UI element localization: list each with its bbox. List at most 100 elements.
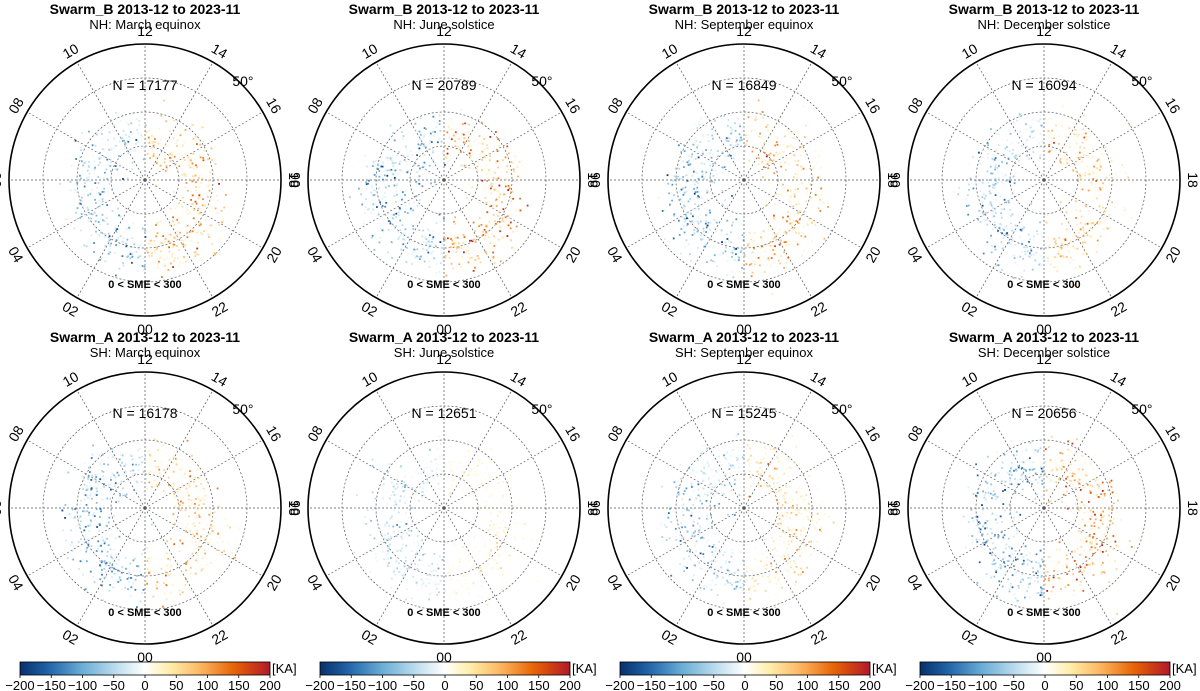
scatter-point xyxy=(76,207,79,209)
scatter-point xyxy=(727,581,729,584)
scatter-point xyxy=(457,579,460,582)
scatter-point xyxy=(811,221,813,224)
scatter-point xyxy=(693,485,695,488)
scatter-point xyxy=(1028,233,1030,236)
mlt-spoke xyxy=(144,179,214,298)
scatter-point xyxy=(505,493,507,496)
scatter-point xyxy=(485,224,488,226)
scatter-point xyxy=(174,505,177,508)
scatter-point xyxy=(743,572,746,575)
scatter-point xyxy=(370,550,373,552)
scatter-point xyxy=(981,211,984,214)
scatter-point xyxy=(199,499,202,502)
scatter-point xyxy=(697,190,700,193)
scatter-point xyxy=(392,214,395,216)
scatter-point xyxy=(435,588,438,590)
scatter-point xyxy=(1050,132,1053,135)
scatter-point xyxy=(800,182,803,184)
scatter-point xyxy=(1054,239,1057,242)
scatter-point xyxy=(733,581,735,584)
scatter-point xyxy=(392,162,394,164)
scatter-point xyxy=(999,515,1002,518)
scatter-point xyxy=(86,169,89,172)
scatter-point xyxy=(422,222,425,224)
scatter-point xyxy=(462,465,465,468)
scatter-point xyxy=(381,165,384,168)
scatter-point xyxy=(404,489,407,492)
scatter-point xyxy=(435,467,438,470)
scatter-point xyxy=(478,217,481,219)
scatter-point xyxy=(502,554,504,556)
scatter-point xyxy=(413,254,416,257)
scatter-point xyxy=(483,138,486,140)
scatter-point xyxy=(74,139,77,142)
scatter-point xyxy=(817,154,820,157)
scatter-point xyxy=(996,148,998,150)
scatter-point xyxy=(807,503,810,505)
scatter-point xyxy=(422,240,425,243)
mlt-tick-label: 12 xyxy=(736,23,752,39)
scatter-point xyxy=(142,158,145,161)
scatter-point xyxy=(1060,151,1063,153)
scatter-point xyxy=(730,121,733,123)
scatter-point xyxy=(1016,456,1018,459)
scatter-point xyxy=(181,223,184,225)
scatter-point xyxy=(491,185,493,188)
scatter-point xyxy=(104,171,106,174)
scatter-point xyxy=(99,564,101,567)
scatter-point xyxy=(737,236,740,239)
mlt-tick-label: 02 xyxy=(359,626,381,648)
scatter-point xyxy=(148,571,151,574)
scatter-point xyxy=(990,203,993,205)
scatter-point xyxy=(213,252,216,254)
scatter-point xyxy=(1066,244,1069,246)
mlt-tick-label: 00 xyxy=(736,649,752,665)
scatter-point xyxy=(785,233,788,235)
scatter-point xyxy=(153,438,156,441)
scatter-point xyxy=(487,563,489,565)
scatter-point xyxy=(809,168,812,170)
scatter-point xyxy=(446,148,449,150)
scatter-point xyxy=(205,206,207,209)
scatter-point xyxy=(777,543,779,546)
scatter-point xyxy=(496,160,499,163)
scatter-point xyxy=(790,566,792,569)
scatter-point xyxy=(418,258,421,260)
scatter-point xyxy=(1068,117,1071,119)
scatter-point xyxy=(1058,236,1060,239)
scatter-point xyxy=(988,185,991,187)
scatter-point xyxy=(1101,481,1104,484)
scatter-point xyxy=(164,570,167,573)
mlt-spoke xyxy=(443,439,562,509)
mlt-tick-label: 20 xyxy=(862,244,884,266)
scatter-point xyxy=(735,585,738,588)
scatter-point xyxy=(170,151,173,154)
scatter-point xyxy=(703,587,705,590)
scatter-point xyxy=(748,459,750,461)
scatter-point xyxy=(188,485,191,488)
scatter-point xyxy=(706,189,708,192)
scatter-point xyxy=(410,597,413,600)
scatter-point xyxy=(800,165,803,168)
scatter-point xyxy=(435,583,438,586)
polar-outer-ring xyxy=(8,371,282,645)
mlt-spoke xyxy=(926,111,1045,181)
scatter-point xyxy=(1067,221,1070,223)
scatter-point xyxy=(95,550,98,552)
scatter-point xyxy=(784,558,786,560)
scatter-point xyxy=(489,242,492,244)
scatter-point xyxy=(79,202,82,205)
scatter-point xyxy=(1006,139,1008,142)
mlt-spoke xyxy=(443,507,513,626)
scatter-point xyxy=(448,480,451,483)
scatter-point xyxy=(672,237,675,240)
scatter-point xyxy=(741,130,744,133)
scatter-point xyxy=(783,541,785,544)
scatter-point xyxy=(691,220,693,223)
scatter-point xyxy=(191,230,194,233)
scatter-point xyxy=(220,553,223,556)
scatter-point xyxy=(198,175,200,178)
scatter-point xyxy=(106,525,108,527)
scatter-point xyxy=(1041,235,1043,238)
scatter-point xyxy=(418,130,421,133)
